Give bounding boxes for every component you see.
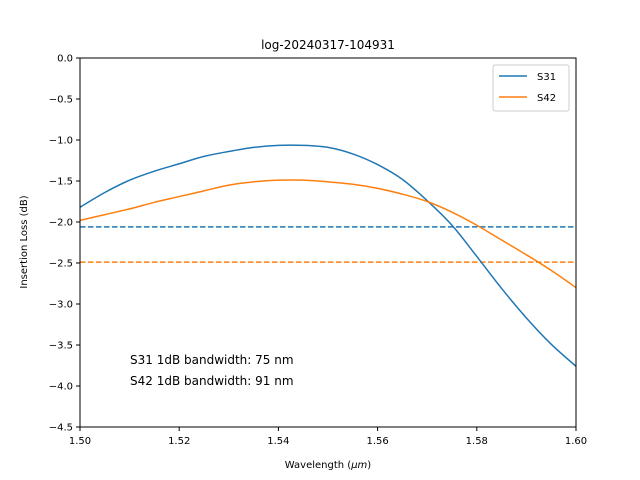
x-axis-label: Wavelength (μm) — [285, 460, 372, 471]
x-tick-label: 1.52 — [168, 436, 190, 447]
y-tick-label: 0.0 — [57, 54, 73, 65]
reference-lines — [80, 226, 576, 263]
x-tick-label: 1.54 — [267, 436, 289, 447]
legend: S31 S42 — [492, 64, 570, 112]
x-tick-label: 1.50 — [69, 436, 91, 447]
y-tick-label: −4.0 — [49, 382, 73, 393]
y-tick-label: −0.5 — [49, 95, 73, 106]
series-line-s31 — [80, 144, 576, 368]
chart-title: log-20240317-104931 — [261, 38, 395, 52]
y-tick-label: −1.5 — [49, 177, 73, 188]
annotation-s42-bandwidth: S42 1dB bandwidth: 91 nm — [130, 374, 294, 388]
y-axis-label: Insertion Loss (dB) — [19, 195, 30, 288]
legend-label-s31: S31 — [537, 72, 556, 83]
series-lines — [80, 144, 576, 368]
y-axis-ticks: 0.0 −0.5 −1.0 −1.5 −2.0 −2.5 −3.0 −3.5 −4.0 −4.5 — [49, 54, 80, 434]
annotation-s31-bandwidth: S31 1dB bandwidth: 75 nm — [130, 353, 294, 367]
y-tick-label: −4.5 — [49, 423, 73, 434]
plot-frame — [79, 57, 577, 428]
y-tick-label: −2.5 — [49, 259, 73, 270]
y-tick-label: −1.0 — [49, 136, 73, 147]
x-tick-label: 1.58 — [466, 436, 488, 447]
x-tick-label: 1.56 — [366, 436, 388, 447]
legend-box — [492, 64, 570, 112]
legend-label-s42: S42 — [537, 93, 556, 104]
y-tick-label: −3.0 — [49, 300, 73, 311]
series-line-s42 — [80, 179, 576, 289]
y-tick-label: −2.0 — [49, 218, 73, 229]
y-tick-label: −3.5 — [49, 341, 73, 352]
x-tick-label: 1.60 — [565, 436, 587, 447]
x-axis-ticks: 1.50 1.52 1.54 1.56 1.58 1.60 — [69, 427, 587, 447]
